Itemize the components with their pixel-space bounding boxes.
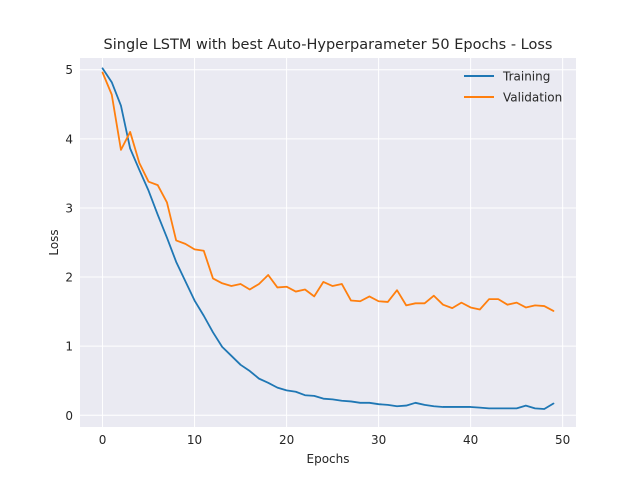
series-layer (101, 67, 555, 410)
grid (80, 58, 576, 427)
y-tick-label: 2 (65, 271, 73, 285)
series-line-validation (101, 71, 555, 312)
x-tick-label: 10 (187, 433, 202, 447)
x-tick-label: 0 (99, 433, 107, 447)
legend: Training Validation (464, 70, 562, 105)
y-tick-label: 4 (65, 132, 73, 146)
series-line-training (101, 67, 555, 410)
y-tick-label: 5 (65, 63, 73, 77)
chart-title: Single LSTM with best Auto-Hyperparamete… (104, 37, 553, 53)
x-tick-label: 20 (279, 433, 294, 447)
y-axis-label: Loss (47, 229, 61, 255)
x-tick-label: 30 (371, 433, 386, 447)
legend-label-validation: Validation (503, 91, 562, 105)
y-tick-label: 1 (65, 340, 73, 354)
y-tick-label: 3 (65, 201, 73, 215)
y-tick-label: 0 (65, 409, 73, 423)
x-axis-label: Epochs (307, 452, 350, 466)
x-tick-label: 40 (463, 433, 478, 447)
x-tick-label: 50 (555, 433, 570, 447)
plot-area (80, 58, 576, 427)
tick-labels: 0 10 20 30 40 50 0 1 2 3 4 5 (65, 63, 570, 447)
legend-label-training: Training (502, 70, 550, 84)
